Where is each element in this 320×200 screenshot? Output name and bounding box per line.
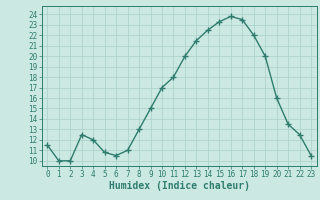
X-axis label: Humidex (Indice chaleur): Humidex (Indice chaleur): [109, 181, 250, 191]
